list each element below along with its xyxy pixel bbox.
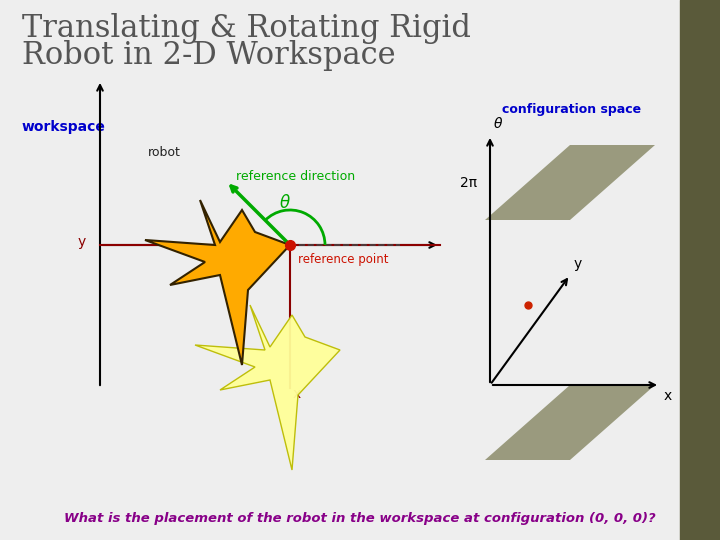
- Text: x: x: [293, 387, 301, 401]
- Text: θ: θ: [280, 194, 290, 212]
- Text: reference direction: reference direction: [236, 170, 356, 183]
- Text: What is the placement of the robot in the workspace at configuration (0, 0, 0)?: What is the placement of the robot in th…: [64, 512, 656, 525]
- Text: reference point: reference point: [298, 253, 389, 266]
- Text: workspace: workspace: [22, 120, 106, 134]
- Text: y: y: [574, 257, 582, 271]
- Polygon shape: [485, 385, 655, 460]
- Text: configuration space: configuration space: [502, 104, 641, 117]
- Text: Robot in 2-D Workspace: Robot in 2-D Workspace: [22, 40, 395, 71]
- Polygon shape: [485, 145, 655, 220]
- Text: Translating & Rotating Rigid: Translating & Rotating Rigid: [22, 13, 471, 44]
- Text: θ: θ: [494, 117, 503, 131]
- Polygon shape: [195, 305, 340, 470]
- Text: 2π: 2π: [460, 176, 477, 190]
- Text: y: y: [78, 235, 86, 249]
- Text: robot: robot: [148, 145, 181, 159]
- Text: x: x: [664, 389, 672, 403]
- Polygon shape: [145, 200, 290, 365]
